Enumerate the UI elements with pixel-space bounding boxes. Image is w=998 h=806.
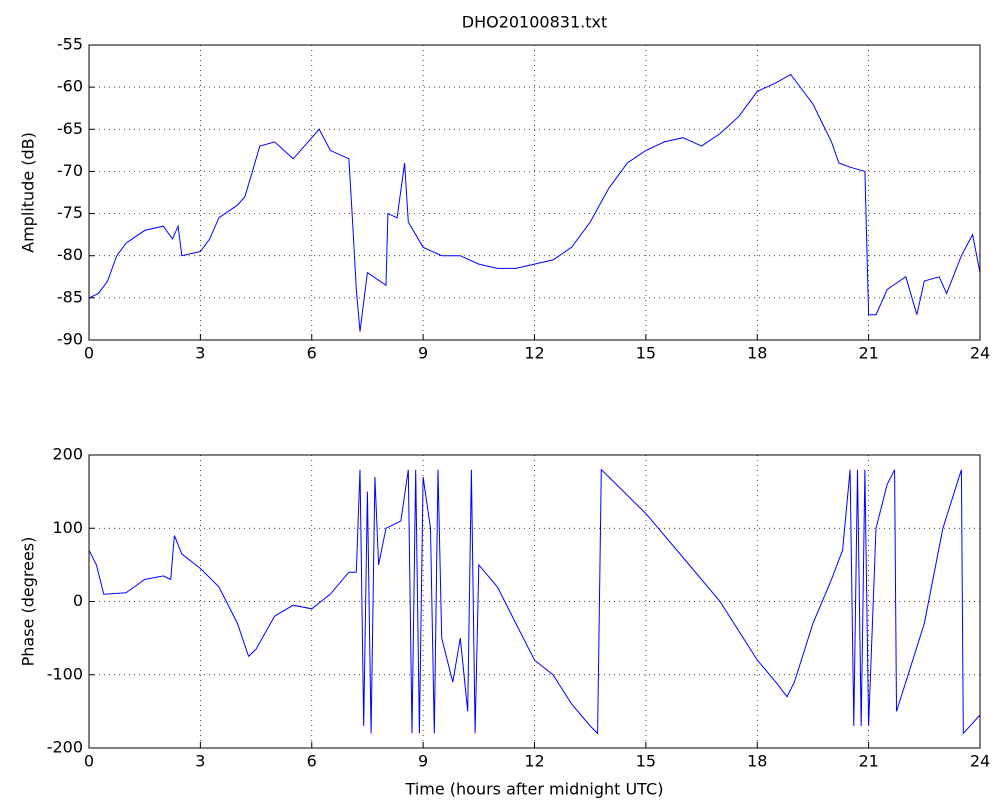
y-axis-label: Amplitude (dB) <box>19 132 38 253</box>
y-tick-label: 200 <box>52 445 83 464</box>
x-tick-label: 3 <box>195 752 205 771</box>
y-tick-label: -75 <box>57 203 83 222</box>
x-tick-label: 18 <box>747 344 767 363</box>
y-tick-label: -200 <box>47 738 83 757</box>
x-tick-label: 9 <box>418 752 428 771</box>
x-tick-label: 3 <box>195 344 205 363</box>
y-tick-label: 100 <box>52 518 83 537</box>
x-tick-label: 24 <box>970 344 990 363</box>
data-line <box>88 468 981 735</box>
y-tick-label: -65 <box>57 119 83 138</box>
data-line <box>88 73 981 332</box>
axes-box <box>88 44 981 341</box>
x-tick-label: 0 <box>84 752 94 771</box>
y-tick-label: -90 <box>57 330 83 349</box>
x-tick-label: 18 <box>747 752 767 771</box>
x-tick-label: 12 <box>524 344 544 363</box>
x-tick-label: 6 <box>307 344 317 363</box>
x-tick-label: 21 <box>858 344 878 363</box>
y-tick-label: -100 <box>47 664 83 683</box>
y-tick-label: -80 <box>57 245 83 264</box>
x-tick-label: 15 <box>636 752 656 771</box>
chart-title: DHO20100831.txt <box>462 13 607 32</box>
y-tick-label: -85 <box>57 287 83 306</box>
x-tick-label: 21 <box>858 752 878 771</box>
x-tick-label: 9 <box>418 344 428 363</box>
x-tick-label: 12 <box>524 752 544 771</box>
x-tick-label: 15 <box>636 344 656 363</box>
x-axis-label: Time (hours after midnight UTC) <box>405 780 664 799</box>
axes-box <box>88 454 981 749</box>
x-tick-label: 24 <box>970 752 990 771</box>
y-tick-label: -70 <box>57 161 83 180</box>
x-tick-label: 6 <box>307 752 317 771</box>
y-tick-label: -60 <box>57 77 83 96</box>
y-tick-label: -55 <box>57 35 83 54</box>
y-axis-label: Phase (degrees) <box>19 537 38 667</box>
x-tick-label: 0 <box>84 344 94 363</box>
y-tick-label: 0 <box>73 591 83 610</box>
